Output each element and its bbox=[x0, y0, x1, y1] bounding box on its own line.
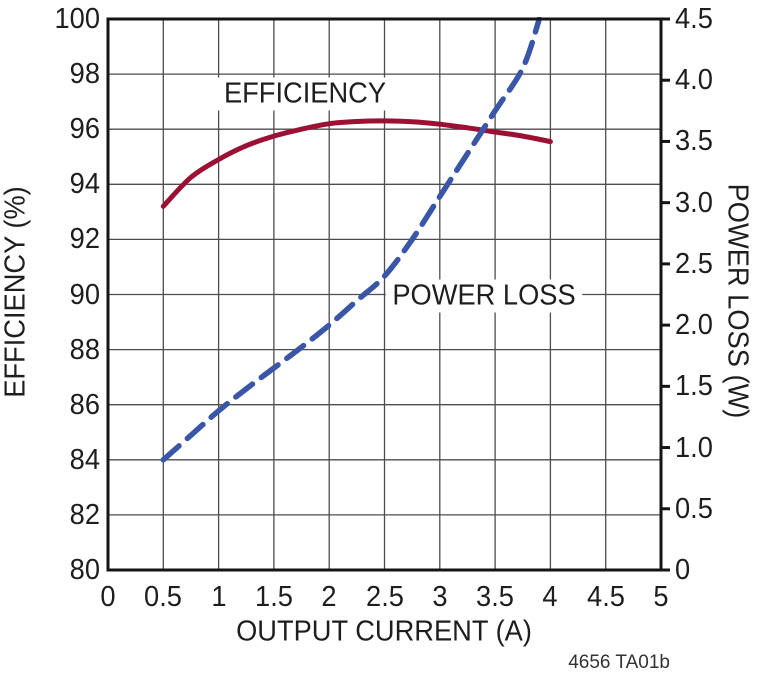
y-right-tick: 0 bbox=[675, 554, 691, 586]
y-left-tick: 82 bbox=[69, 498, 100, 531]
y-left-tick: 84 bbox=[69, 443, 100, 476]
x-tick: 3 bbox=[432, 581, 448, 613]
y-right-tick: 1.5 bbox=[675, 370, 713, 403]
x-tick: 1 bbox=[211, 581, 227, 613]
y-right-tick: 3.0 bbox=[675, 186, 713, 219]
x-tick: 0 bbox=[100, 581, 116, 613]
y-right-tick: 3.5 bbox=[675, 125, 713, 158]
power-loss-curve-label: POWER LOSS bbox=[385, 279, 583, 313]
y-right-tick: 1.0 bbox=[675, 431, 713, 464]
figure-reference-code: 4656 TA01b bbox=[568, 652, 670, 673]
y-right-tick: 0.5 bbox=[675, 492, 713, 525]
y-right-tick: 4.0 bbox=[675, 64, 713, 97]
x-tick: 5 bbox=[653, 581, 669, 613]
y-left-tick: 96 bbox=[69, 113, 100, 146]
x-tick: 4 bbox=[542, 581, 558, 613]
y-left-tick: 86 bbox=[69, 388, 100, 421]
x-tick: 4.5 bbox=[586, 581, 625, 613]
y-axis-left-title: EFFICIENCY (%) bbox=[0, 186, 32, 398]
y-left-tick: 100 bbox=[54, 3, 100, 35]
x-tick: 2.5 bbox=[365, 581, 404, 613]
y-axis-right-title: POWER LOSS (W) bbox=[721, 183, 754, 419]
x-axis-title: OUTPUT CURRENT (A) bbox=[236, 615, 532, 648]
y-left-tick: 94 bbox=[69, 168, 100, 201]
x-tick: 3.5 bbox=[476, 581, 515, 613]
y-left-tick: 92 bbox=[69, 223, 100, 256]
x-tick: 0.5 bbox=[144, 581, 183, 613]
y-left-tick: 90 bbox=[69, 278, 100, 311]
efficiency-curve-label: EFFICIENCY bbox=[217, 77, 393, 111]
y-left-tick: 88 bbox=[69, 333, 100, 366]
y-left-tick: 98 bbox=[69, 58, 100, 91]
x-tick: 1.5 bbox=[254, 581, 293, 613]
y-left-tick: 80 bbox=[69, 554, 100, 586]
y-right-tick: 2.0 bbox=[675, 309, 713, 342]
x-tick: 2 bbox=[321, 581, 337, 613]
y-right-tick: 4.5 bbox=[675, 3, 713, 35]
y-right-tick: 2.5 bbox=[675, 247, 713, 280]
